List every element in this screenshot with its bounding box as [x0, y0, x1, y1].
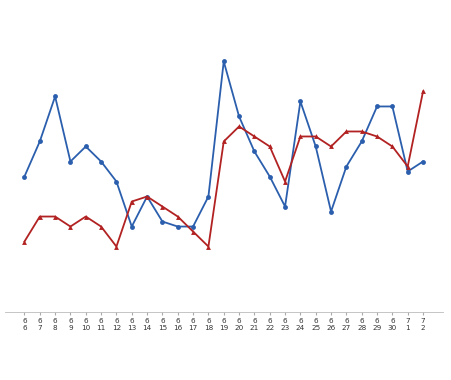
レギュラー実売価格（円/L） [358, 129, 364, 134]
レギュラー看板価格（円/L） [205, 194, 211, 199]
レギュラー看板価格（円/L） [236, 114, 241, 119]
Line: レギュラー実売価格（円/L）: レギュラー実売価格（円/L） [22, 89, 424, 249]
レギュラー実売価格（円/L） [419, 89, 425, 94]
レギュラー看板価格（円/L） [129, 224, 134, 229]
レギュラー実売価格（円/L） [52, 214, 58, 219]
レギュラー実売価格（円/L） [389, 144, 394, 149]
レギュラー実売価格（円/L） [175, 214, 180, 219]
レギュラー看板価格（円/L） [327, 209, 333, 214]
レギュラー実売価格（円/L） [343, 129, 348, 134]
レギュラー看板価格（円/L） [114, 179, 119, 184]
レギュラー実売価格（円/L） [68, 224, 73, 229]
レギュラー看板価格（円/L） [68, 159, 73, 164]
レギュラー看板価格（円/L） [144, 194, 149, 199]
レギュラー看板価格（円/L） [373, 104, 379, 109]
レギュラー実売価格（円/L） [98, 224, 104, 229]
レギュラー実売価格（円/L） [251, 134, 257, 139]
レギュラー看板価格（円/L） [159, 219, 165, 224]
レギュラー看板価格（円/L） [419, 159, 425, 164]
レギュラー看板価格（円/L） [312, 144, 318, 149]
レギュラー看板価格（円/L） [52, 94, 58, 99]
レギュラー実売価格（円/L） [205, 244, 211, 249]
レギュラー実売価格（円/L） [144, 194, 149, 199]
レギュラー実売価格（円/L） [404, 164, 410, 169]
レギュラー看板価格（円/L） [267, 174, 272, 179]
レギュラー看板価格（円/L） [282, 204, 287, 209]
レギュラー実売価格（円/L） [37, 214, 42, 219]
レギュラー実売価格（円/L） [221, 139, 226, 144]
レギュラー看板価格（円/L） [297, 99, 303, 104]
レギュラー看板価格（円/L） [221, 59, 226, 64]
レギュラー実売価格（円/L） [129, 199, 134, 204]
レギュラー実売価格（円/L） [312, 134, 318, 139]
レギュラー実売価格（円/L） [282, 179, 287, 184]
レギュラー実売価格（円/L） [190, 229, 195, 234]
レギュラー看板価格（円/L） [358, 139, 364, 144]
レギュラー実売価格（円/L） [297, 134, 303, 139]
レギュラー看板価格（円/L） [404, 169, 410, 174]
レギュラー実売価格（円/L） [159, 204, 165, 209]
レギュラー看板価格（円/L） [251, 149, 257, 154]
レギュラー実売価格（円/L） [373, 134, 379, 139]
レギュラー看板価格（円/L） [343, 164, 348, 169]
レギュラー看板価格（円/L） [37, 139, 42, 144]
レギュラー実売価格（円/L） [22, 239, 27, 244]
レギュラー実売価格（円/L） [236, 124, 241, 129]
レギュラー看板価格（円/L） [389, 104, 394, 109]
レギュラー看板価格（円/L） [190, 224, 195, 229]
Line: レギュラー看板価格（円/L）: レギュラー看板価格（円/L） [22, 59, 424, 229]
レギュラー看板価格（円/L） [98, 159, 104, 164]
レギュラー看板価格（円/L） [22, 174, 27, 179]
レギュラー看板価格（円/L） [83, 144, 88, 149]
レギュラー実売価格（円/L） [114, 244, 119, 249]
レギュラー実売価格（円/L） [83, 214, 88, 219]
レギュラー実売価格（円/L） [327, 144, 333, 149]
レギュラー看板価格（円/L） [175, 224, 180, 229]
レギュラー実売価格（円/L） [267, 144, 272, 149]
